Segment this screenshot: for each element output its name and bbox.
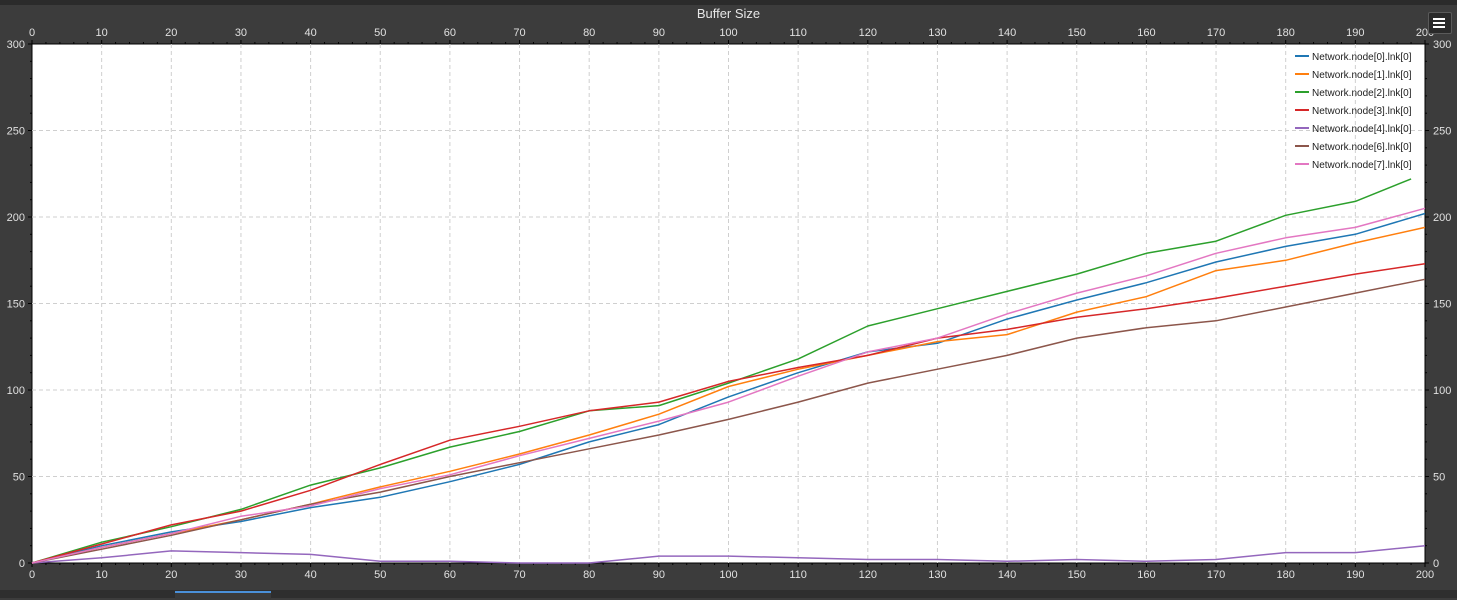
bottom-tab[interactable] bbox=[175, 591, 271, 600]
y-tick-label-left: 200 bbox=[7, 212, 25, 224]
x-tick-label-top: 0 bbox=[29, 27, 35, 39]
x-tick-label-top: 190 bbox=[1346, 27, 1364, 39]
legend-label-3: Network.node[3].lnk[0] bbox=[1312, 106, 1412, 117]
x-tick-label-top: 130 bbox=[928, 27, 946, 39]
x-tick-label-top: 20 bbox=[165, 27, 177, 39]
x-tick-label-bottom: 110 bbox=[789, 569, 807, 581]
x-tick-label-top: 150 bbox=[1068, 27, 1086, 39]
y-tick-label-right: 50 bbox=[1433, 472, 1445, 484]
x-tick-label-top: 60 bbox=[444, 27, 456, 39]
legend-label-1: Network.node[1].lnk[0] bbox=[1312, 70, 1412, 81]
series-line-0 bbox=[31, 212, 1426, 564]
x-tick-label-top: 90 bbox=[653, 27, 665, 39]
x-tick-label-bottom: 20 bbox=[165, 569, 177, 581]
top-toolbar-strip bbox=[0, 0, 1457, 5]
x-tick-label-bottom: 100 bbox=[719, 569, 737, 581]
series-line-3 bbox=[31, 262, 1426, 564]
y-tick-label-left: 300 bbox=[7, 39, 25, 51]
x-tick-label-top: 70 bbox=[513, 27, 525, 39]
legend-label-5: Network.node[6].lnk[0] bbox=[1312, 142, 1412, 153]
x-tick-label-top: 100 bbox=[719, 27, 737, 39]
legend-toggle-button[interactable] bbox=[1428, 12, 1452, 34]
x-tick-label-bottom: 40 bbox=[304, 569, 316, 581]
x-tick-label-bottom: 120 bbox=[859, 569, 877, 581]
x-tick-label-top: 160 bbox=[1137, 27, 1155, 39]
x-tick-label-top: 10 bbox=[96, 27, 108, 39]
x-tick-label-bottom: 90 bbox=[653, 569, 665, 581]
x-tick-label-top: 120 bbox=[859, 27, 877, 39]
y-tick-label-right: 0 bbox=[1433, 558, 1439, 570]
series-line-5 bbox=[31, 278, 1426, 564]
x-tick-label-bottom: 70 bbox=[513, 569, 525, 581]
x-tick-label-top: 50 bbox=[374, 27, 386, 39]
x-tick-label-bottom: 10 bbox=[96, 569, 108, 581]
x-tick-label-bottom: 160 bbox=[1137, 569, 1155, 581]
x-tick-label-top: 110 bbox=[789, 27, 807, 39]
series-layer bbox=[31, 178, 1426, 564]
y-tick-label-left: 50 bbox=[13, 472, 25, 484]
x-tick-label-bottom: 30 bbox=[235, 569, 247, 581]
legend-label-4: Network.node[4].lnk[0] bbox=[1312, 124, 1412, 135]
x-tick-label-top: 80 bbox=[583, 27, 595, 39]
legend-label-6: Network.node[7].lnk[0] bbox=[1312, 160, 1412, 171]
x-tick-label-bottom: 170 bbox=[1207, 569, 1225, 581]
x-tick-label-bottom: 50 bbox=[374, 569, 386, 581]
bottom-status-strip bbox=[0, 590, 1457, 598]
axis-ticks: 0010102020303040405050606070708080909010… bbox=[7, 27, 1452, 581]
x-tick-label-bottom: 0 bbox=[29, 569, 35, 581]
x-tick-label-bottom: 150 bbox=[1068, 569, 1086, 581]
x-tick-label-bottom: 60 bbox=[444, 569, 456, 581]
y-tick-label-right: 150 bbox=[1433, 299, 1451, 311]
x-tick-label-top: 140 bbox=[998, 27, 1016, 39]
x-tick-label-top: 40 bbox=[304, 27, 316, 39]
x-tick-label-bottom: 180 bbox=[1277, 569, 1295, 581]
y-tick-label-left: 100 bbox=[7, 385, 25, 397]
series-line-6 bbox=[31, 207, 1426, 564]
y-tick-label-left: 250 bbox=[7, 126, 25, 138]
series-line-2 bbox=[31, 178, 1412, 564]
legend-label-0: Network.node[0].lnk[0] bbox=[1312, 52, 1412, 63]
x-tick-label-top: 30 bbox=[235, 27, 247, 39]
y-tick-label-right: 200 bbox=[1433, 212, 1451, 224]
x-tick-label-bottom: 190 bbox=[1346, 569, 1364, 581]
x-tick-label-top: 170 bbox=[1207, 27, 1225, 39]
x-tick-label-bottom: 200 bbox=[1416, 569, 1434, 581]
x-tick-label-bottom: 130 bbox=[928, 569, 946, 581]
x-tick-label-bottom: 80 bbox=[583, 569, 595, 581]
y-tick-label-left: 0 bbox=[19, 558, 25, 570]
y-tick-label-right: 300 bbox=[1433, 39, 1451, 51]
x-tick-label-bottom: 140 bbox=[998, 569, 1016, 581]
series-line-4 bbox=[31, 544, 1426, 564]
grid-lines bbox=[32, 44, 1425, 563]
legend: Network.node[0].lnk[0] Network.node[1].ln… bbox=[1295, 52, 1412, 171]
legend-label-2: Network.node[2].lnk[0] bbox=[1312, 88, 1412, 99]
chart-title: Buffer Size bbox=[696, 6, 761, 21]
y-tick-label-right: 250 bbox=[1433, 126, 1451, 138]
x-tick-label-top: 180 bbox=[1277, 27, 1295, 39]
y-tick-label-right: 100 bbox=[1433, 385, 1451, 397]
y-tick-label-left: 150 bbox=[7, 299, 25, 311]
